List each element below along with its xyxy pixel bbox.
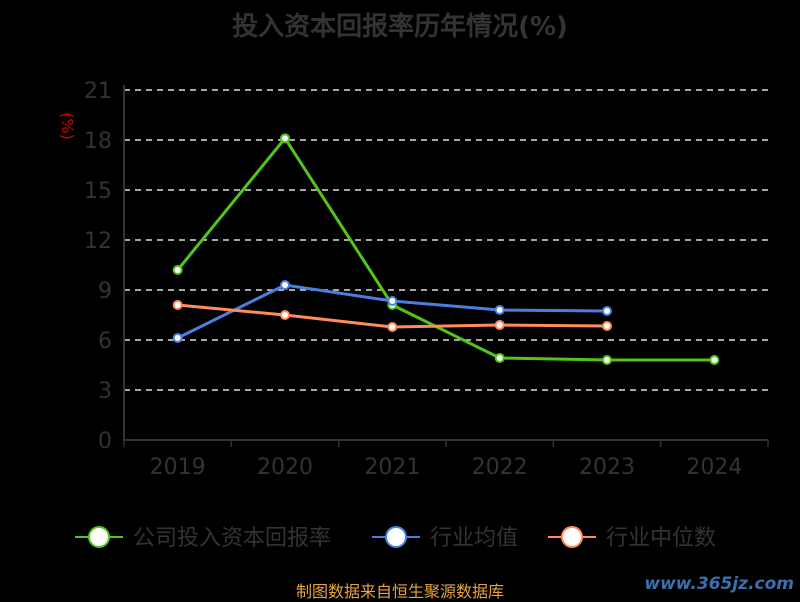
- y-tick-label: 18: [84, 129, 112, 154]
- data-point: [280, 133, 290, 144]
- data-point: [602, 321, 612, 331]
- y-tick-label: 0: [98, 429, 112, 454]
- y-tick-label: 9: [98, 279, 112, 304]
- data-point: [709, 355, 720, 365]
- data-point: [494, 320, 505, 330]
- legend-marker: [385, 526, 407, 548]
- watermark: www.365jz.com: [644, 574, 794, 594]
- x-tick-label: 2020: [257, 455, 313, 480]
- series-line: [176, 135, 715, 362]
- data-point: [387, 296, 398, 306]
- x-tick-label: 2022: [472, 455, 528, 480]
- data-point: [494, 353, 505, 363]
- chart-title: 投入资本回报率历年情况(%): [232, 12, 568, 42]
- x-tick-label: 2024: [686, 455, 742, 480]
- y-axis-label: (%): [58, 112, 77, 140]
- data-point: [172, 300, 183, 310]
- legend-label: 行业均值: [430, 526, 518, 551]
- data-point: [172, 265, 183, 275]
- y-tick-label: 3: [98, 379, 112, 404]
- legend-marker: [561, 526, 583, 548]
- y-tick-label: 15: [84, 179, 112, 204]
- data-point: [387, 322, 398, 332]
- legend-label: 公司投入资本回报率: [133, 526, 331, 551]
- data-point: [280, 280, 290, 290]
- x-tick-label: 2019: [150, 455, 206, 480]
- data-point: [280, 310, 290, 320]
- data-point: [602, 355, 612, 365]
- source-note: 制图数据来自恒生聚源数据库: [295, 582, 504, 601]
- legend-label: 行业中位数: [606, 526, 716, 551]
- y-tick-label: 12: [84, 229, 112, 254]
- data-point: [172, 333, 183, 343]
- legend-marker: [88, 526, 110, 548]
- y-tick-label: 6: [98, 329, 112, 354]
- x-tick-label: 2021: [364, 455, 420, 480]
- data-point: [602, 306, 612, 316]
- data-point: [494, 305, 505, 315]
- y-tick-label: 21: [84, 79, 112, 104]
- x-tick-label: 2023: [579, 455, 635, 480]
